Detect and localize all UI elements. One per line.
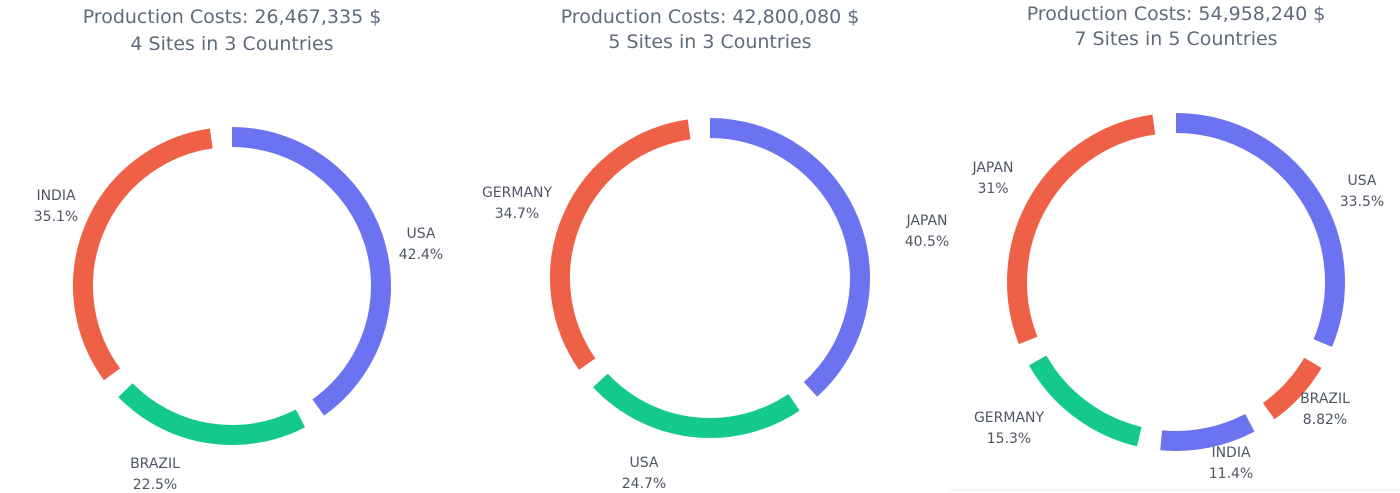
chart-subtitle: 5 Sites in 3 Countries	[608, 31, 811, 53]
slice-percentage: 34.7%	[495, 206, 539, 222]
slice-label-japan: JAPAN 40.5%	[905, 213, 949, 250]
donut-slice-india[interactable]	[1160, 413, 1255, 451]
slice-percentage: 15.3%	[987, 431, 1031, 447]
chart-subtitle: 7 Sites in 5 Countries	[1074, 28, 1277, 50]
donut-slice-usa[interactable]	[593, 373, 800, 438]
slice-label-brazil: BRAZIL 22.5%	[130, 456, 180, 493]
slice-percentage: 40.5%	[905, 234, 949, 250]
donut-chart-2: Production Costs: 42,800,080 $ 5 Sites in…	[482, 6, 949, 492]
slice-name: GERMANY	[482, 185, 553, 201]
donut-slice-brazil[interactable]	[118, 383, 306, 445]
chart-title: Production Costs: 26,467,335 $	[83, 6, 382, 28]
slice-percentage: 31%	[977, 181, 1008, 197]
slice-name: JAPAN	[905, 213, 947, 229]
slice-percentage: 8.82%	[1303, 412, 1347, 428]
slice-name: GERMANY	[974, 410, 1045, 426]
donut-slice-germany[interactable]	[1029, 355, 1142, 447]
donut-chart-1: Production Costs: 26,467,335 $ 4 Sites in…	[34, 6, 443, 493]
slice-percentage: 42.4%	[399, 247, 443, 263]
slice-name: USA	[630, 455, 659, 471]
chart-title: Production Costs: 54,958,240 $	[1027, 3, 1326, 25]
slice-label-india: INDIA 35.1%	[34, 188, 78, 225]
donut-slice-brazil[interactable]	[1262, 357, 1322, 420]
slice-name: USA	[1348, 173, 1377, 189]
donut-slice-usa[interactable]	[231, 127, 391, 416]
chart-title: Production Costs: 42,800,080 $	[561, 6, 860, 28]
donut-slice-japan[interactable]	[709, 118, 870, 397]
slice-label-usa: USA 24.7%	[622, 455, 666, 492]
slice-percentage: 11.4%	[1209, 466, 1253, 482]
slice-label-usa: USA 33.5%	[1340, 173, 1384, 210]
slice-percentage: 33.5%	[1340, 194, 1384, 210]
donut-chart-3: Production Costs: 54,958,240 $ 7 Sites in…	[971, 3, 1384, 482]
donut-slice-japan[interactable]	[1007, 114, 1156, 345]
slice-name: INDIA	[36, 188, 76, 204]
slice-percentage: 22.5%	[133, 477, 177, 493]
slice-name: JAPAN	[971, 160, 1013, 176]
slice-name: INDIA	[1211, 445, 1251, 461]
slice-label-brazil: BRAZIL 8.82%	[1300, 391, 1350, 428]
slice-name: USA	[407, 226, 436, 242]
slice-percentage: 35.1%	[34, 209, 78, 225]
slice-label-japan: JAPAN 31%	[971, 160, 1013, 197]
slice-percentage: 24.7%	[622, 476, 666, 492]
chart-layer: Production Costs: 26,467,335 $ 4 Sites in…	[34, 3, 1384, 493]
donut-slice-germany[interactable]	[550, 119, 691, 370]
slice-label-germany: GERMANY 34.7%	[482, 185, 553, 222]
slice-name: BRAZIL	[1300, 391, 1350, 407]
slice-name: BRAZIL	[130, 456, 180, 472]
chart-subtitle: 4 Sites in 3 Countries	[130, 33, 333, 55]
slice-label-germany: GERMANY 15.3%	[974, 410, 1045, 447]
donut-slice-india[interactable]	[73, 128, 213, 381]
donut-slice-usa[interactable]	[1175, 113, 1345, 347]
slice-label-usa: USA 42.4%	[399, 226, 443, 263]
slice-label-india: INDIA 11.4%	[1209, 445, 1253, 482]
